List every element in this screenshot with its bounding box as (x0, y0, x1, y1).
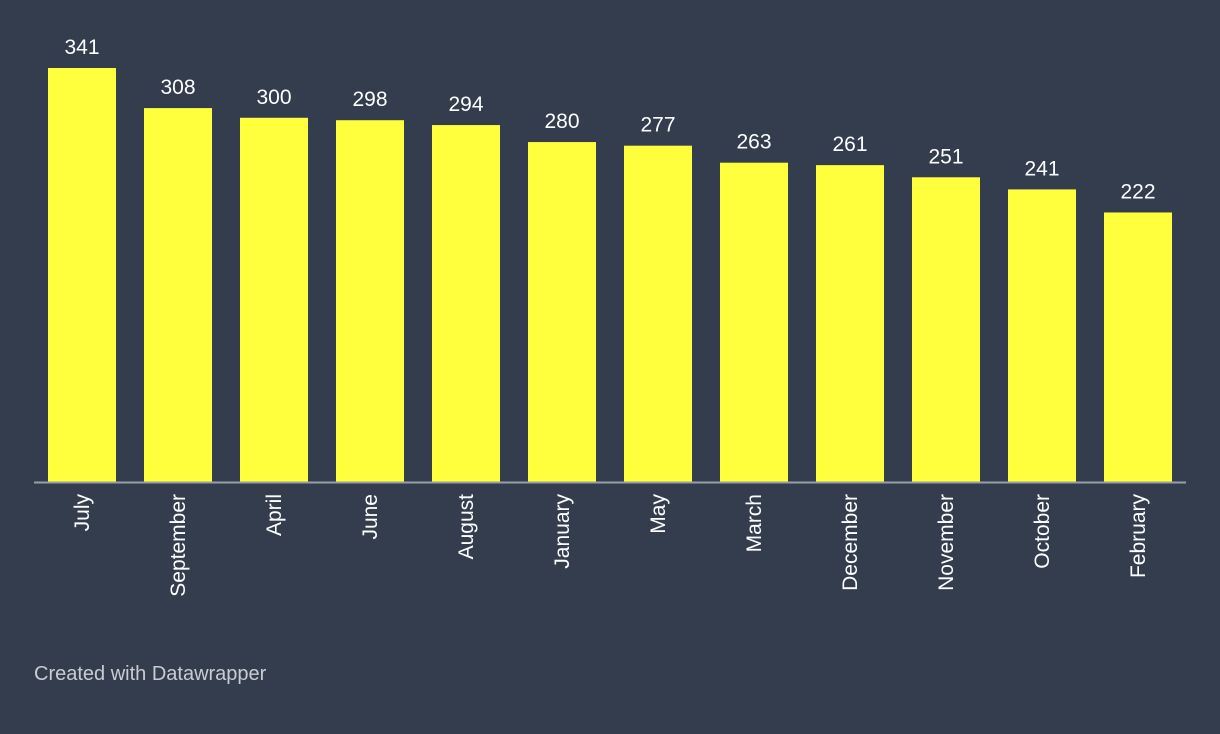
x-tick-label-march: March (743, 494, 766, 552)
bar-february (1104, 212, 1172, 482)
data-label-may: 277 (640, 114, 675, 137)
data-label-july: 341 (64, 36, 99, 59)
bar-october (1008, 189, 1076, 482)
x-tick-label-july: July (71, 494, 94, 532)
x-tick-label-april: April (263, 494, 286, 536)
bar-september (144, 108, 212, 482)
x-tick-label-october: October (1031, 494, 1054, 569)
bar-december (816, 165, 884, 482)
bar-november (912, 177, 980, 483)
x-tick-label-may: May (647, 494, 670, 534)
data-label-october: 241 (1024, 157, 1059, 180)
bar-july (48, 68, 116, 482)
bar-april (240, 117, 308, 482)
x-tick-label-january: January (551, 494, 574, 569)
data-label-january: 280 (544, 110, 579, 133)
x-tick-label-november: November (935, 494, 958, 591)
data-label-september: 308 (160, 76, 195, 99)
x-tick-label-september: September (167, 494, 190, 597)
x-tick-label-june: June (359, 494, 382, 540)
bar-march (720, 162, 788, 483)
data-label-november: 251 (928, 145, 963, 168)
data-label-april: 300 (256, 86, 291, 109)
data-label-june: 298 (352, 88, 387, 111)
data-label-august: 294 (448, 93, 483, 116)
credit-text: Created with Datawrapper (34, 663, 267, 685)
x-tick-label-august: August (455, 494, 478, 560)
data-label-february: 222 (1120, 180, 1155, 203)
bar-may (624, 145, 692, 483)
data-label-march: 263 (736, 131, 771, 154)
x-tick-label-december: December (839, 494, 862, 591)
bar-january (528, 142, 596, 482)
data-label-december: 261 (832, 133, 867, 156)
bar-june (336, 120, 404, 483)
x-tick-label-february: February (1127, 494, 1150, 579)
bar-august (432, 125, 500, 482)
